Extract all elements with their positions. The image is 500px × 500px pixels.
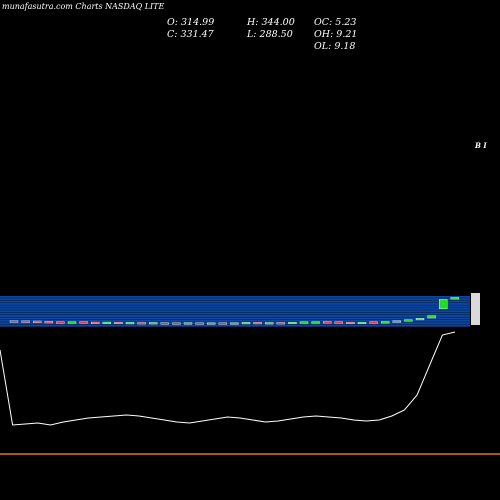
- candle: [172, 322, 181, 325]
- candle: [299, 321, 309, 324]
- candle: [56, 321, 65, 324]
- low-value: L: 288.50: [247, 29, 293, 40]
- candle: [195, 322, 204, 325]
- candle: [241, 322, 251, 325]
- oc-value: OC: 5.23: [314, 17, 357, 28]
- candle: [218, 322, 228, 325]
- candle: [137, 322, 146, 325]
- candle: [160, 322, 170, 325]
- candle: [415, 318, 425, 321]
- chart-title: munafasutra.com Charts NASDAQ LITE: [2, 2, 165, 11]
- candle: [323, 321, 332, 324]
- candle: [33, 320, 42, 323]
- candle: [79, 321, 88, 324]
- candle: [44, 321, 53, 324]
- candle-scale-strip: [471, 293, 480, 325]
- price-line: [0, 331, 456, 426]
- candle: [427, 315, 436, 319]
- candle: [450, 297, 459, 300]
- candle: [334, 321, 343, 324]
- chart-badge: B I: [475, 141, 487, 150]
- candle: [230, 322, 239, 325]
- candle: [183, 322, 193, 325]
- candle: [148, 322, 158, 325]
- candle: [439, 299, 448, 310]
- candle: [276, 322, 285, 325]
- candle: [21, 320, 30, 323]
- high-value: H: 344.00: [247, 17, 295, 28]
- candle: [265, 322, 274, 325]
- candle: [357, 322, 367, 325]
- candle: [253, 322, 262, 325]
- candle: [114, 322, 123, 325]
- candle: [90, 321, 100, 324]
- candle: [206, 322, 216, 325]
- oh-value: OH: 9.21: [314, 29, 358, 40]
- open-value: O: 314.99: [167, 17, 215, 28]
- candle: [9, 320, 19, 323]
- candle: [125, 322, 135, 325]
- candle: [311, 321, 320, 324]
- candle: [346, 322, 355, 325]
- candle: [67, 321, 77, 324]
- candle: [381, 321, 390, 324]
- candle: [102, 321, 112, 324]
- candle: [288, 322, 297, 325]
- candle: [392, 320, 401, 323]
- close-value: C: 331.47: [167, 29, 214, 40]
- ol-value: OL: 9.18: [314, 41, 356, 52]
- candle: [369, 321, 378, 324]
- candle: [404, 319, 413, 322]
